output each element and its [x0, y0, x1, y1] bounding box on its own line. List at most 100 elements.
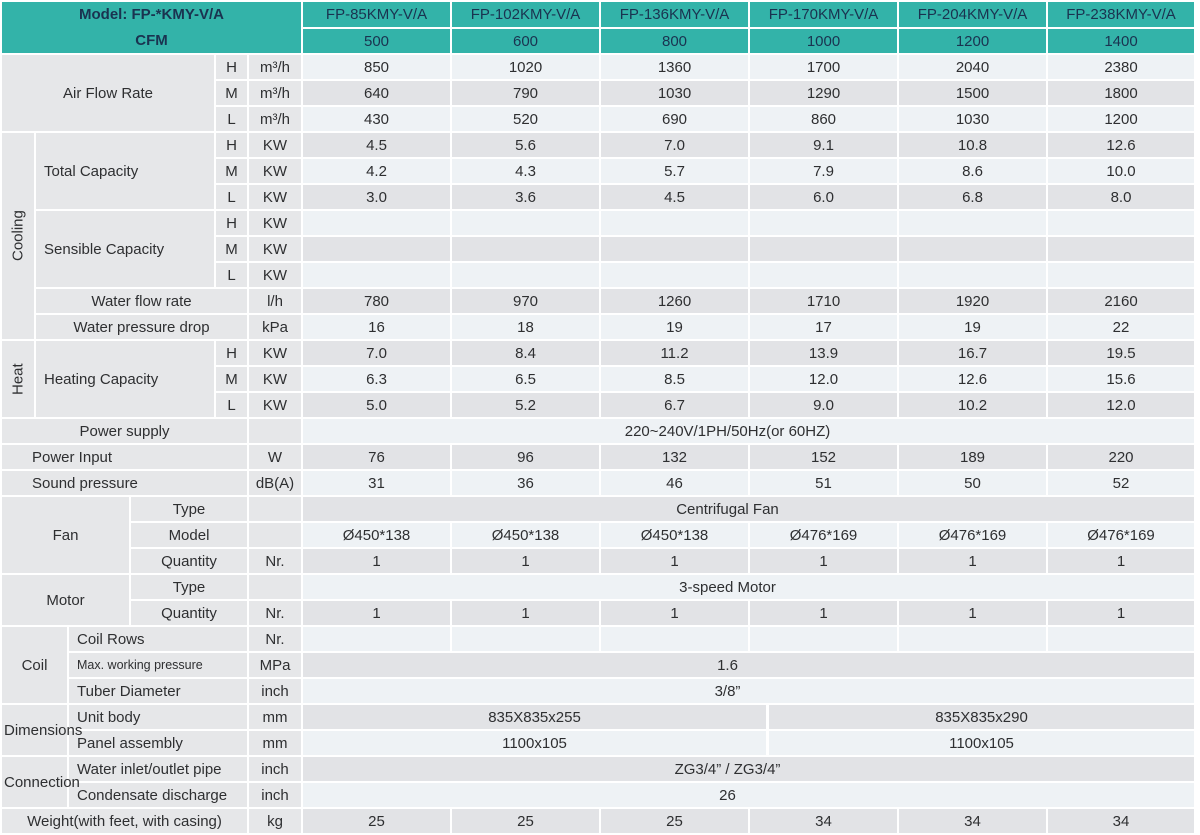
power_input-label-cell: Power Input	[2, 445, 247, 469]
value-cell: 1	[601, 601, 748, 625]
coil-pressure_value-cell: 1.6	[303, 653, 1194, 677]
value-cell: 690	[601, 107, 748, 131]
value-cell	[452, 211, 599, 235]
section-label-heat: Heat	[2, 341, 34, 417]
value-cell	[452, 263, 599, 287]
value-cell	[899, 627, 1046, 651]
value-cell: 152	[750, 445, 897, 469]
value-cell: 50	[899, 471, 1046, 495]
value-cell: 31	[303, 471, 450, 495]
power_supply-label-cell: Power supply	[2, 419, 247, 443]
value-cell	[750, 211, 897, 235]
value-cell: 34	[1048, 809, 1194, 833]
value-cell	[303, 211, 450, 235]
value-cell: 5.2	[452, 393, 599, 417]
value-cell	[452, 627, 599, 651]
value-cell: 1710	[750, 289, 897, 313]
unit-cell: m³/h	[249, 81, 301, 105]
value-cell: 1920	[899, 289, 1046, 313]
value-cell: 96	[452, 445, 599, 469]
speed-cell: L	[216, 393, 247, 417]
value-cell: 25	[601, 809, 748, 833]
section-label-motor: Motor	[2, 575, 129, 625]
unit-cell: KW	[249, 211, 301, 235]
value-cell: 17	[750, 315, 897, 339]
value-cell: 1290	[750, 81, 897, 105]
value-cell	[303, 627, 450, 651]
coil-rows_label-cell: Coil Rows	[69, 627, 247, 651]
value-cell: 3.0	[303, 185, 450, 209]
speed-cell: M	[216, 367, 247, 391]
value-cell: 1	[750, 601, 897, 625]
speed-cell: L	[216, 263, 247, 287]
section-label-fan: Fan	[2, 497, 129, 573]
value-cell: 860	[750, 107, 897, 131]
speed-cell: M	[216, 81, 247, 105]
value-cell: 1	[601, 549, 748, 573]
value-cell: 4.5	[601, 185, 748, 209]
value-cell: 1020	[452, 55, 599, 79]
value-cell: 34	[750, 809, 897, 833]
value-cell: 19.5	[1048, 341, 1194, 365]
unit-cell: Nr.	[249, 601, 301, 625]
value-cell: 10.2	[899, 393, 1046, 417]
value-cell: 9.1	[750, 133, 897, 157]
cfm-value-cell: 800	[601, 29, 748, 53]
value-cell: 46	[601, 471, 748, 495]
value-cell: 25	[452, 809, 599, 833]
value-cell: 1	[899, 601, 1046, 625]
dimensions-unit_body_label-cell: Unit body	[69, 705, 247, 729]
unit-cell: KW	[249, 393, 301, 417]
value-cell: 520	[452, 107, 599, 131]
coil-pressure_label-cell: Max. working pressure	[69, 653, 247, 677]
speed-cell: H	[216, 341, 247, 365]
value-cell: 9.0	[750, 393, 897, 417]
coil-tube_label-cell: Tuber Diameter	[69, 679, 247, 703]
unit-cell: KW	[249, 263, 301, 287]
unit-cell: l/h	[249, 289, 301, 313]
value-cell: 6.7	[601, 393, 748, 417]
model-header-cell: FP-170KMY-V/A	[750, 2, 897, 27]
model-header-cell: FP-204KMY-V/A	[899, 2, 1046, 27]
section-label-coil: Coil	[2, 627, 67, 703]
unit-cell: inch	[249, 757, 301, 781]
cfm-row-label: CFM	[135, 32, 168, 49]
value-cell: 8.4	[452, 341, 599, 365]
value-cell: 970	[452, 289, 599, 313]
cooling-sensible-label-cell: Sensible Capacity	[36, 211, 214, 287]
unit-cell-empty	[249, 523, 301, 547]
value-cell: 22	[1048, 315, 1194, 339]
value-cell: 3.6	[452, 185, 599, 209]
value-cell: 8.5	[601, 367, 748, 391]
model-header-cell: FP-102KMY-V/A	[452, 2, 599, 27]
value-cell: 1030	[899, 107, 1046, 131]
value-cell: 2380	[1048, 55, 1194, 79]
value-cell: 1260	[601, 289, 748, 313]
value-cell: 790	[452, 81, 599, 105]
value-cell: 8.0	[1048, 185, 1194, 209]
value-cell	[1048, 263, 1194, 287]
value-cell: 7.9	[750, 159, 897, 183]
value-cell: 1500	[899, 81, 1046, 105]
value-cell: 1	[303, 549, 450, 573]
value-cell: 12.6	[899, 367, 1046, 391]
motor-type_value-cell: 3-speed Motor	[303, 575, 1194, 599]
value-cell	[750, 263, 897, 287]
dimensions-unit_body_values-1-cell: 835X835x290	[769, 705, 1194, 729]
value-cell: 34	[899, 809, 1046, 833]
value-cell	[750, 237, 897, 261]
value-cell	[1048, 237, 1194, 261]
section-label-dimensions: Dimensions	[2, 705, 82, 755]
value-cell	[899, 237, 1046, 261]
value-cell: 780	[303, 289, 450, 313]
value-cell: 1030	[601, 81, 748, 105]
value-cell: 132	[601, 445, 748, 469]
value-cell: 1	[1048, 601, 1194, 625]
value-cell: 51	[750, 471, 897, 495]
unit-cell: kPa	[249, 315, 301, 339]
value-cell: 12.0	[750, 367, 897, 391]
value-cell: 16	[303, 315, 450, 339]
speed-cell: H	[216, 133, 247, 157]
value-cell: 5.7	[601, 159, 748, 183]
